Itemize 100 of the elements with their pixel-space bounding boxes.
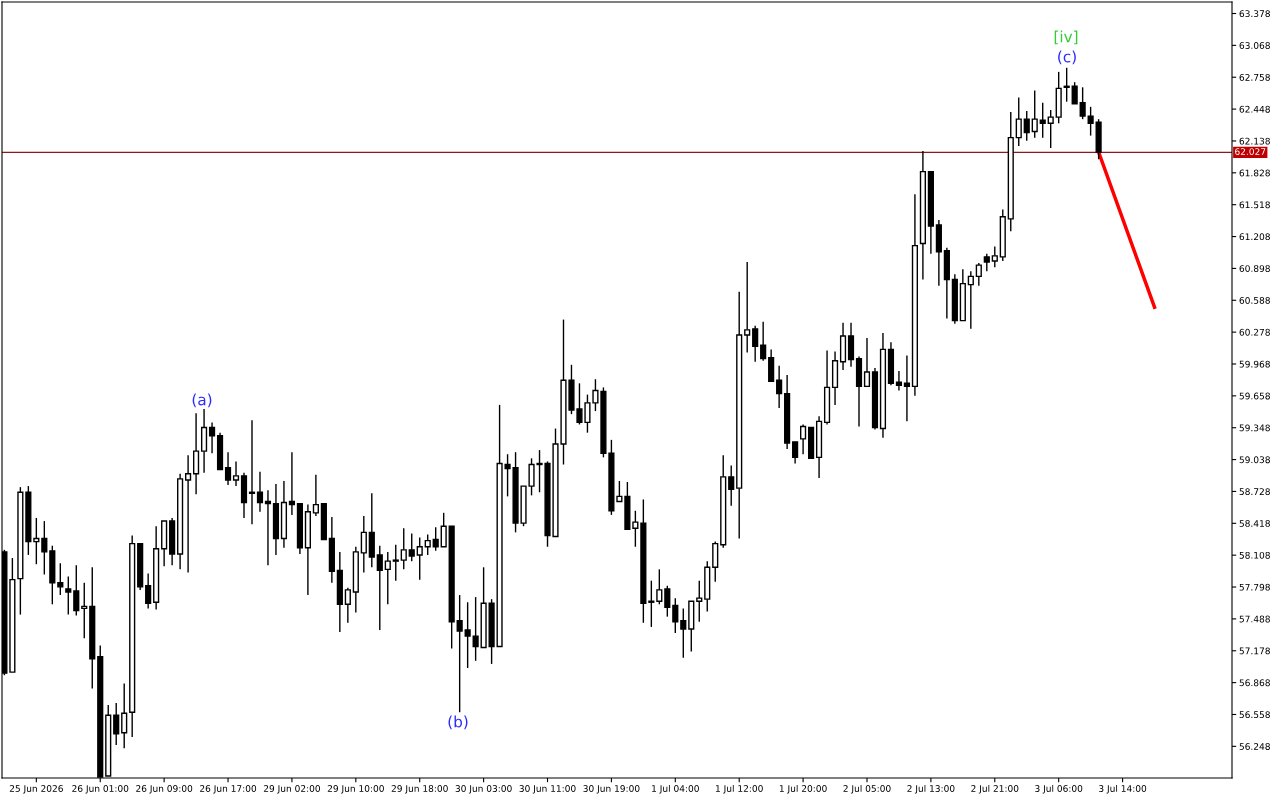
y-tick-label: 61.828: [1239, 169, 1270, 177]
x-tick-label: 29 Jun 02:00: [263, 785, 320, 794]
candlestick: [792, 441, 799, 465]
y-tick-label: 62.758: [1239, 73, 1270, 81]
candlestick: [863, 337, 871, 388]
y-tick-label: 61.208: [1239, 233, 1270, 241]
ref-line-label: 62.027: [1235, 148, 1266, 155]
candlestick: [927, 170, 934, 255]
candlestick: [839, 321, 847, 371]
y-tick-label: 60.278: [1239, 328, 1270, 336]
candlestick: [81, 582, 88, 639]
candlestick: [760, 320, 767, 362]
candlestick: [943, 246, 950, 320]
y-tick-label: 63.378: [1239, 10, 1270, 18]
candlestick: [967, 270, 974, 330]
x-tick-label: 26 Jun 01:00: [72, 785, 129, 794]
candlestick: [248, 419, 256, 525]
y-tick-label: 58.728: [1239, 488, 1270, 495]
candlestick: [360, 515, 367, 574]
y-tick-label: 59.038: [1239, 456, 1270, 464]
candlestick: [807, 426, 815, 460]
candlestick: [288, 451, 296, 516]
x-tick-label: 3 Jul 06:00: [1035, 784, 1083, 794]
candlestick: [89, 566, 96, 690]
candlestick: [815, 415, 823, 479]
candlestick: [224, 451, 232, 486]
x-tick-label: 26 Jun 09:00: [136, 785, 193, 794]
y-tick-label: 59.968: [1239, 360, 1270, 368]
x-tick-label: 1 Jul 04:00: [652, 784, 699, 794]
x-tick-label: 30 Jun 11:00: [519, 785, 576, 794]
candlestick: [185, 454, 192, 574]
annotation: (c): [1058, 50, 1076, 65]
candlestick: [456, 594, 463, 713]
candlestick: [480, 566, 487, 649]
candlestick: [200, 408, 208, 474]
candlestick: [33, 517, 40, 565]
y-tick-label: 61.518: [1239, 201, 1270, 209]
candlestick: [831, 350, 839, 406]
candlestick: [464, 601, 471, 669]
candlestick: [352, 546, 359, 614]
candlestick: [272, 483, 280, 556]
x-tick-label: 3 Jul 14:00: [1099, 784, 1147, 794]
candlestick: [240, 472, 248, 519]
candlestick: [296, 502, 304, 555]
x-tick-label: 25 Jun 2026: [9, 785, 63, 794]
y-tick-label: 60.588: [1239, 297, 1270, 304]
x-tick-label: 30 Jun 19:00: [583, 785, 640, 794]
candlestick: [169, 517, 176, 566]
y-tick-label: 63.068: [1239, 42, 1270, 49]
x-tick-label: 2 Jul 13:00: [907, 784, 955, 794]
candlestick: [959, 268, 966, 322]
x-tick-label: 1 Jul 12:00: [716, 784, 763, 794]
x-tick-label: 2 Jul 21:00: [971, 784, 1019, 794]
annotation: [iv]: [1054, 30, 1078, 45]
candlestick: [320, 502, 327, 541]
candlestick: [216, 431, 224, 471]
candlestick: [264, 489, 272, 566]
candlestick: [688, 600, 695, 653]
candlestick: [919, 150, 926, 281]
candlestick: [768, 348, 775, 382]
candlestick: [177, 473, 184, 571]
candlestick: [280, 480, 288, 549]
x-tick-label: 30 Jun 03:00: [455, 785, 512, 794]
candlestick: [145, 572, 152, 610]
y-tick-label: 57.798: [1239, 583, 1270, 591]
candlestick: [161, 520, 168, 567]
annotation: (b): [448, 715, 468, 730]
y-tick-label: 57.178: [1239, 647, 1270, 655]
x-tick-label: 2 Jul 05:00: [843, 784, 891, 794]
candlestick: [784, 374, 791, 450]
y-tick-label: 56.558: [1239, 711, 1270, 719]
y-tick-label: 62.448: [1239, 105, 1270, 113]
x-tick-label: 29 Jun 18:00: [391, 785, 448, 794]
candlestick: [935, 219, 942, 287]
candlestick: [752, 325, 759, 363]
candlestick: [336, 551, 343, 633]
candlestick: [129, 534, 136, 738]
candlestick: [448, 525, 455, 650]
y-tick-label: 58.418: [1239, 520, 1270, 527]
candlestick: [879, 332, 887, 439]
annotation: (a): [192, 393, 212, 408]
y-tick-label: 60.898: [1239, 265, 1270, 272]
candlestick: [871, 367, 879, 431]
candlestick: [153, 525, 160, 611]
y-tick-label: 57.488: [1239, 615, 1270, 623]
candlestick: [640, 498, 647, 624]
candlestick: [192, 412, 200, 496]
candlestick: [776, 365, 783, 409]
candlestick: [951, 273, 958, 325]
candlestick: [208, 421, 216, 454]
candlestick: [304, 503, 311, 596]
candlestick: [800, 423, 807, 455]
y-tick-label: 56.248: [1239, 743, 1270, 750]
candlestick: [312, 474, 319, 517]
candlestick: [911, 193, 919, 397]
candlestick: [903, 354, 911, 423]
x-tick-label: 26 Jun 17:00: [200, 785, 257, 794]
candlestick: [137, 542, 144, 591]
y-tick-label: 59.658: [1239, 392, 1270, 400]
x-tick-label: 29 Jun 10:00: [327, 785, 384, 794]
